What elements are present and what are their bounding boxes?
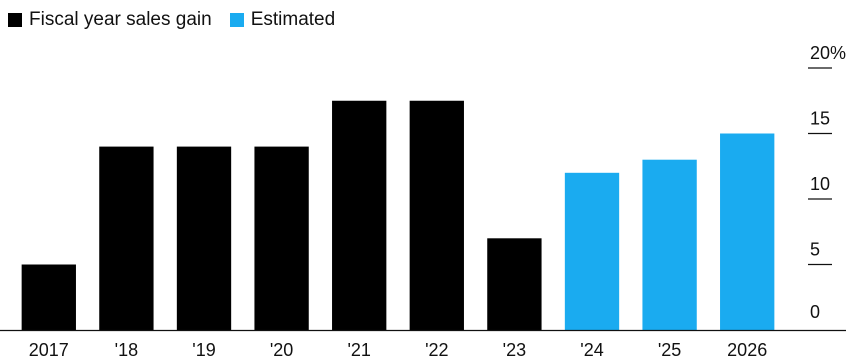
y-tick-label-1: 5 xyxy=(810,240,820,260)
x-tick-label-8: '25 xyxy=(658,340,681,360)
y-tick-label-2: 10 xyxy=(810,174,830,194)
legend-label-estimated: Estimated xyxy=(250,9,336,30)
chart-legend: Fiscal year sales gain Estimated xyxy=(8,8,335,32)
bar-estimated-9 xyxy=(720,133,775,330)
legend-swatch-sales-gain xyxy=(8,13,22,27)
bar-actual-0 xyxy=(21,264,76,330)
bar-estimated-8 xyxy=(642,159,697,330)
x-tick-label-0: 2017 xyxy=(29,340,69,360)
legend-swatch-estimated xyxy=(229,13,244,27)
y-tick-label-4: 20% xyxy=(810,43,846,63)
x-tick-label-3: '20 xyxy=(270,340,293,360)
x-tick-label-2: '19 xyxy=(192,340,215,360)
legend-item-estimated: Estimated xyxy=(229,8,336,32)
bar-actual-5 xyxy=(409,100,464,330)
legend-label-sales-gain: Fiscal year sales gain xyxy=(29,9,212,30)
x-tick-label-7: '24 xyxy=(580,340,603,360)
bar-estimated-7 xyxy=(564,172,620,330)
bar-actual-2 xyxy=(176,146,232,330)
x-tick-label-5: '22 xyxy=(425,340,448,360)
bar-actual-1 xyxy=(99,146,154,330)
y-tick-label-0: 0 xyxy=(810,302,820,322)
x-tick-label-1: '18 xyxy=(115,340,138,360)
y-tick-label-3: 15 xyxy=(810,109,830,129)
bar-actual-6 xyxy=(487,238,542,330)
x-tick-label-9: 2026 xyxy=(727,340,767,360)
x-tick-label-6: '23 xyxy=(503,340,526,360)
legend-item-sales-gain: Fiscal year sales gain xyxy=(8,8,212,32)
bar-actual-4 xyxy=(332,100,387,330)
x-tick-label-4: '21 xyxy=(347,340,370,360)
bar-actual-3 xyxy=(254,146,309,330)
